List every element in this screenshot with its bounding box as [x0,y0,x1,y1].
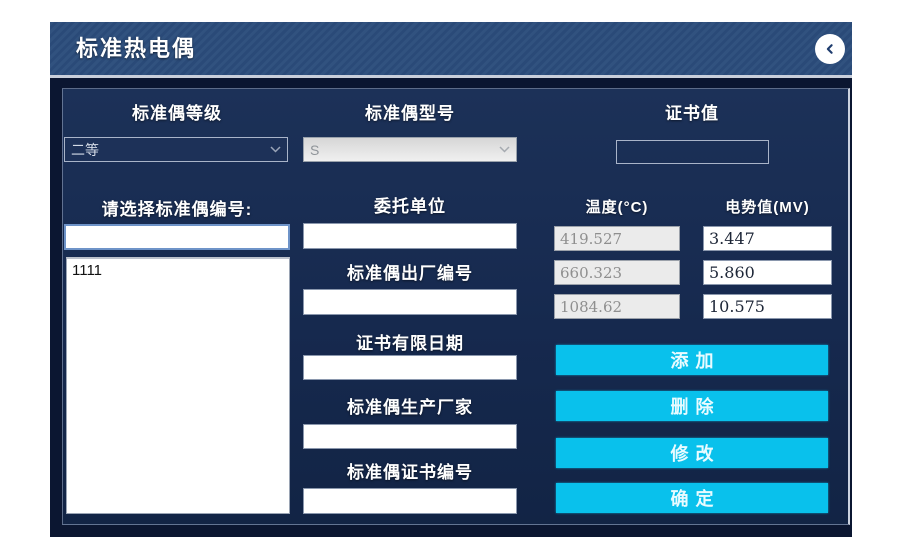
grade-select-value: 二等 [71,141,99,158]
main-panel: 标准偶等级 二等 请选择标准偶编号: 1111 标准偶型号 S [62,88,850,525]
serial-input[interactable] [64,224,290,250]
title-bar: 标准热电偶 [50,22,852,78]
emf-input-2[interactable] [703,260,832,285]
temperature-input-2[interactable] [554,260,680,285]
temperature-input-3[interactable] [554,294,680,319]
emf-input-3[interactable] [703,294,832,319]
confirm-button[interactable]: 确定 [556,483,828,513]
client-label: 委托单位 [374,197,446,216]
model-select-value: S [310,141,320,158]
grade-select[interactable]: 二等 [64,137,288,162]
temperature-input-1[interactable] [554,226,680,251]
model-select[interactable]: S [303,137,517,162]
factory-number-input[interactable] [303,289,517,315]
temperature-header: 温度(°C) [585,199,649,216]
cert-value-label: 证书值 [665,104,719,123]
cert-value-input[interactable] [616,140,769,164]
serial-label: 请选择标准偶编号: [101,200,253,219]
emf-header: 电势值(MV) [725,199,810,216]
serial-listbox[interactable]: 1111 [66,257,290,514]
manufacturer-label: 标准偶生产厂家 [347,398,473,417]
factory-number-label: 标准偶出厂编号 [347,264,473,283]
app-window: 标准热电偶 标准偶等级 二等 请选择标准偶 [50,22,852,537]
cert-number-input[interactable] [303,488,517,514]
emf-input-1[interactable] [703,226,832,251]
model-label: 标准偶型号 [365,104,455,123]
manufacturer-input[interactable] [303,424,517,449]
grade-label: 标准偶等级 [132,104,222,123]
client-input[interactable] [303,223,517,249]
add-button[interactable]: 添加 [556,345,828,375]
back-button[interactable] [815,34,845,64]
cert-date-input[interactable] [303,355,517,380]
modify-button[interactable]: 修改 [556,438,828,468]
cert-number-label: 标准偶证书编号 [347,463,473,482]
chevron-left-icon [822,41,838,57]
chevron-down-icon [499,146,510,153]
page-title: 标准热电偶 [76,36,197,61]
list-item[interactable]: 1111 [72,262,103,279]
delete-button[interactable]: 删除 [556,391,828,421]
chevron-down-icon [270,146,281,153]
cert-date-label: 证书有限日期 [356,334,464,353]
